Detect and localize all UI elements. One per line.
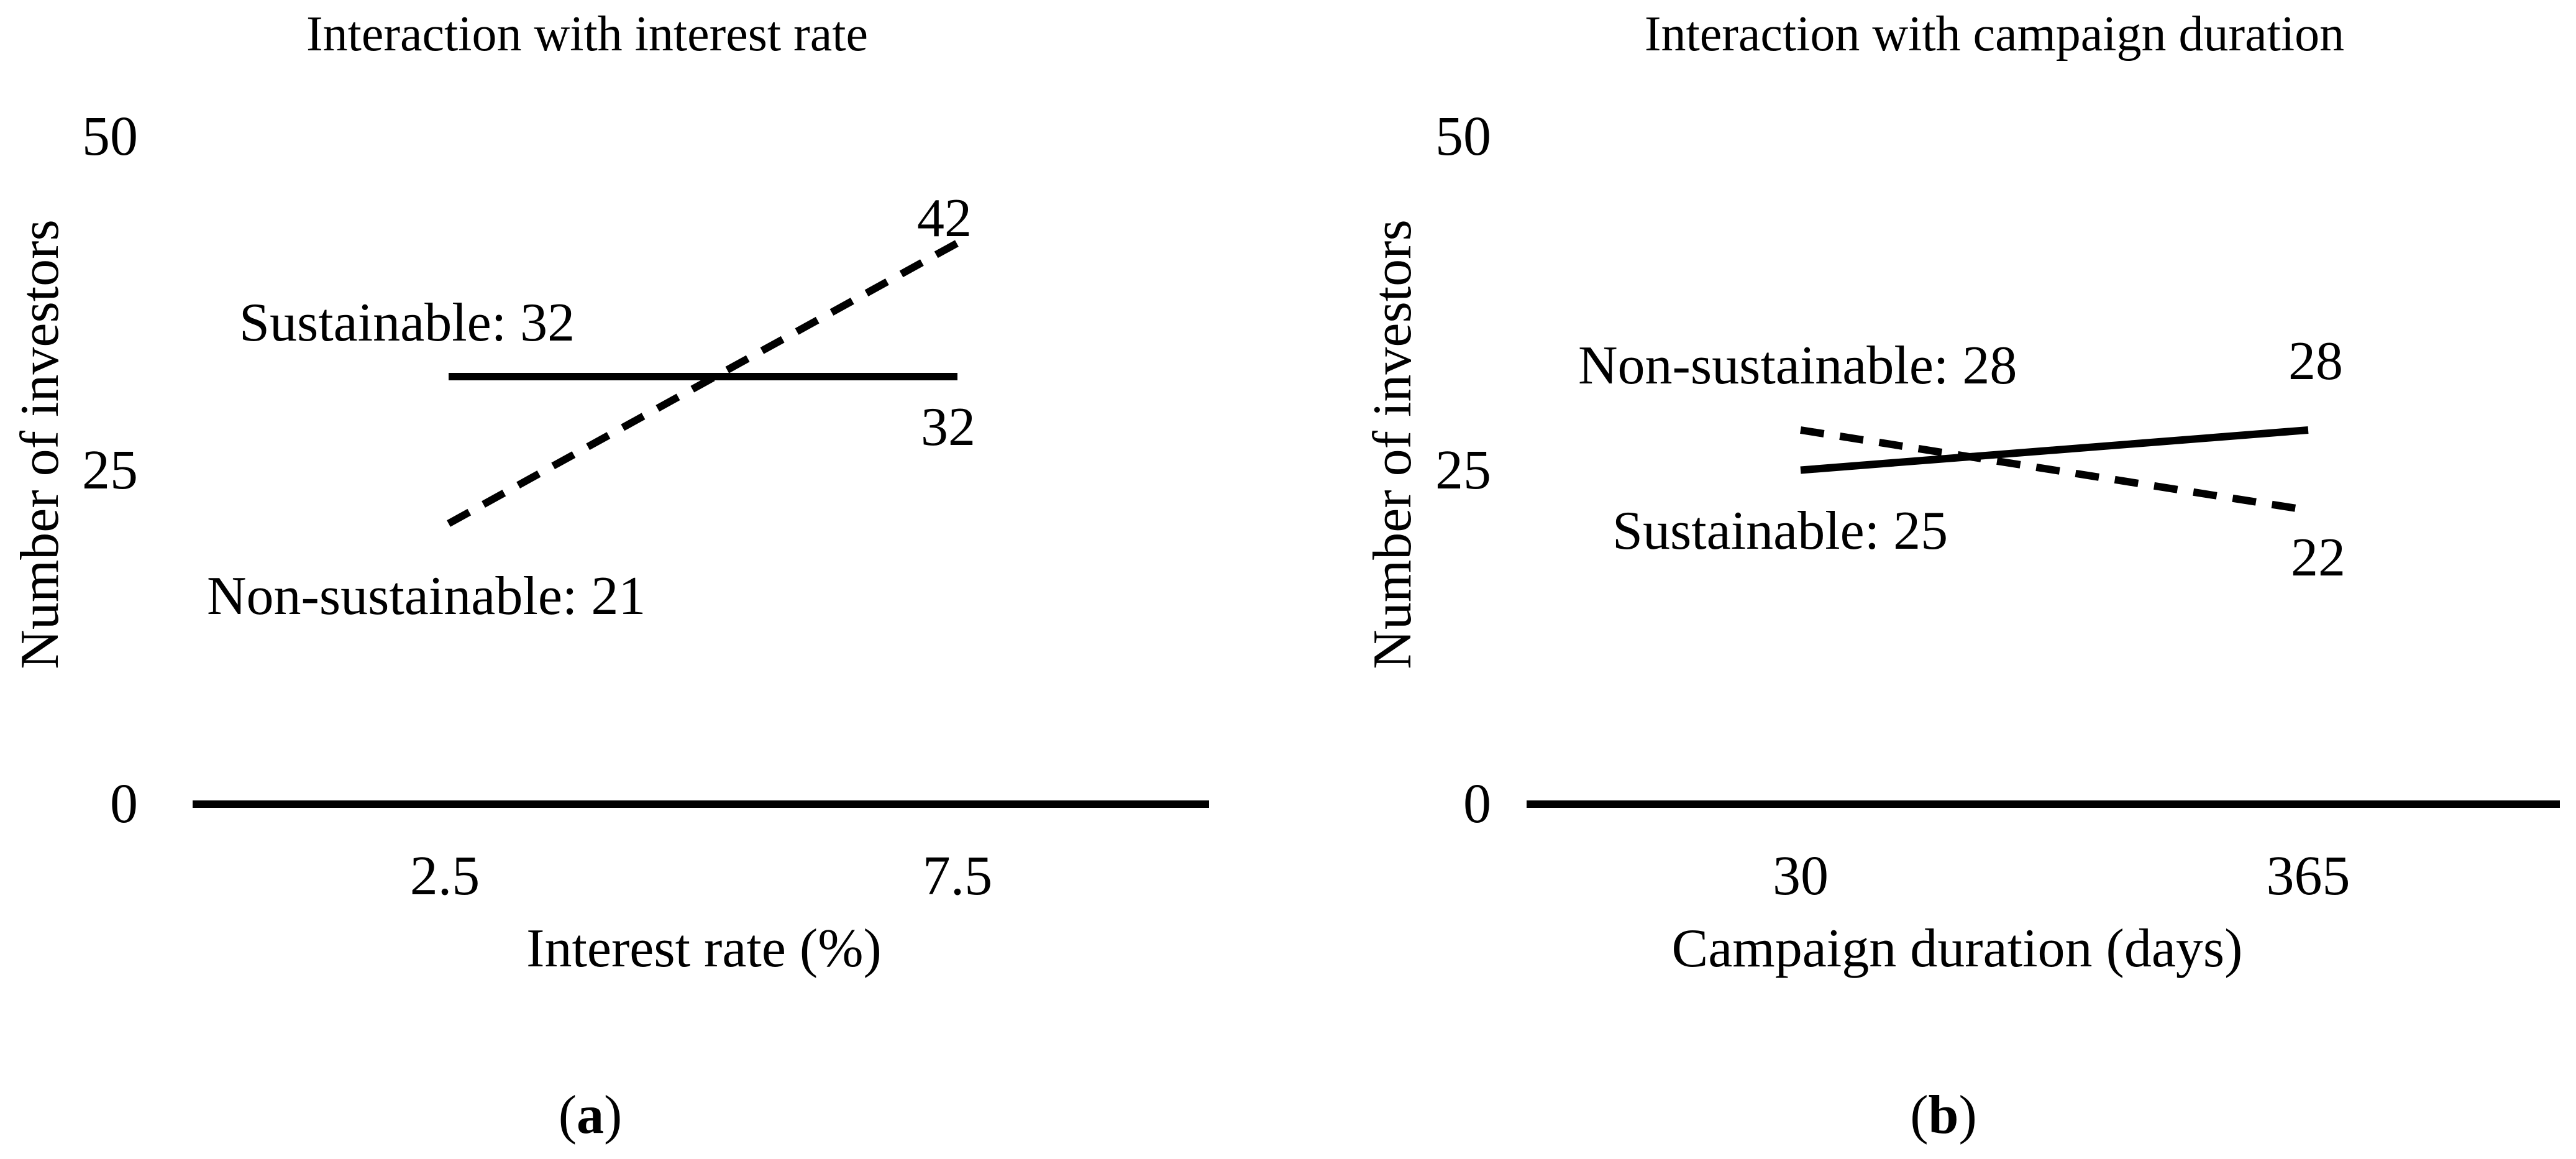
panel-a-series-line-non-sustainable [447,239,959,527]
panel-a-annotation-non-sustainable-start: Non-sustainable: 21 [207,566,646,626]
panel-b-x-tick-30: 30 [1773,845,1829,907]
panel-b-x-axis-label: Campaign duration (days) [1671,918,2243,979]
panel-a-caption-letter: a [577,1085,604,1145]
panel-a-y-axis-label: Number of investors [10,219,70,669]
panel-a-annotation-sustainable-end: 32 [921,397,975,457]
panel-a-caption-close: ) [604,1085,623,1145]
panel-b-y-axis-label: Number of investors [1363,219,1423,669]
panel-a-caption-open: ( [558,1085,577,1145]
panel-b-y-tick-25: 25 [1435,439,1491,501]
panel-a-x-tick-7-5: 7.5 [922,845,993,907]
panel-a-annotation-non-sustainable-end: 42 [917,188,972,249]
panel-b-caption-open: ( [1910,1085,1929,1145]
panel-a-title: Interaction with interest rate [306,7,869,62]
panel-a-y-tick-50: 50 [82,106,138,167]
panel-b-y-tick-50: 50 [1435,106,1491,167]
panel-a-x-axis-label: Interest rate (%) [526,918,882,979]
panel-a-x-tick-2-5: 2.5 [409,845,480,907]
panel-b-annotation-non-sustainable-start: Non-sustainable: 28 [1578,336,2017,396]
panel-b-title: Interaction with campaign duration [1644,7,2345,62]
panel-b-caption-letter: b [1928,1085,1959,1145]
panel-b-annotation-sustainable-start: Sustainable: 25 [1612,501,1948,561]
panel-a-y-tick-0: 0 [110,773,138,835]
panel-b-y-tick-0: 0 [1463,773,1491,835]
panel-b-x-tick-365: 365 [2266,845,2350,907]
panel-b-caption: (b) [1819,1088,2068,1143]
panel-b-annotation-non-sustainable-end: 22 [2291,528,2345,588]
panel-b-annotation-sustainable-end: 28 [2288,331,2343,392]
panel-b-series-line-sustainable [1800,426,2309,474]
panel-a-caption: (a) [466,1088,715,1143]
panel-b-series-line-non-sustainable [1800,426,2309,514]
panel-a-y-tick-25: 25 [82,439,138,501]
panel-a-annotation-sustainable-start: Sustainable: 32 [239,293,575,353]
panel-b-caption-close: ) [1958,1085,1977,1145]
